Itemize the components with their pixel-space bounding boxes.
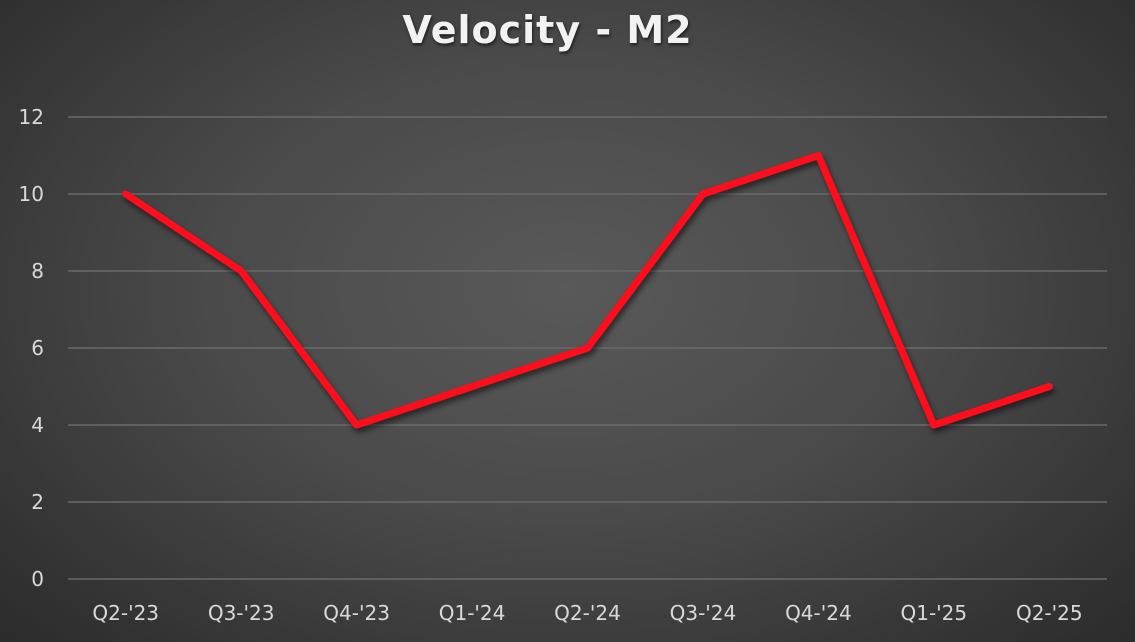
x-tick-label: Q4-'24 [785, 601, 852, 625]
x-tick-label: Q2-'23 [92, 601, 159, 625]
chart-title: Velocity - M2 [402, 8, 693, 52]
y-tick-label: 6 [31, 336, 44, 360]
y-tick-label: 8 [31, 259, 44, 283]
y-tick-label: 0 [31, 567, 44, 591]
x-axis-labels: Q2-'23 Q3-'23 Q4-'23 Q1-'24 Q2-'24 Q3-'24 Q4-'… [92, 601, 1082, 625]
gridlines [68, 116, 1107, 580]
x-tick-label: Q1-'25 [901, 601, 968, 625]
x-tick-label: Q4-'23 [323, 601, 390, 625]
y-tick-label: 2 [31, 490, 44, 514]
x-tick-label: Q3-'24 [670, 601, 737, 625]
x-tick-label: Q2-'24 [554, 601, 621, 625]
y-tick-label: 4 [31, 413, 44, 437]
data-series [122, 152, 1053, 429]
x-tick-label: Q3-'23 [208, 601, 275, 625]
x-tick-label: Q1-'24 [439, 601, 506, 625]
y-tick-label: 12 [19, 105, 44, 129]
x-tick-label: Q2-'25 [1016, 601, 1083, 625]
series-line [122, 152, 1053, 429]
y-axis-labels: 0 2 4 6 8 10 12 [19, 105, 44, 591]
y-tick-label: 10 [19, 182, 44, 206]
